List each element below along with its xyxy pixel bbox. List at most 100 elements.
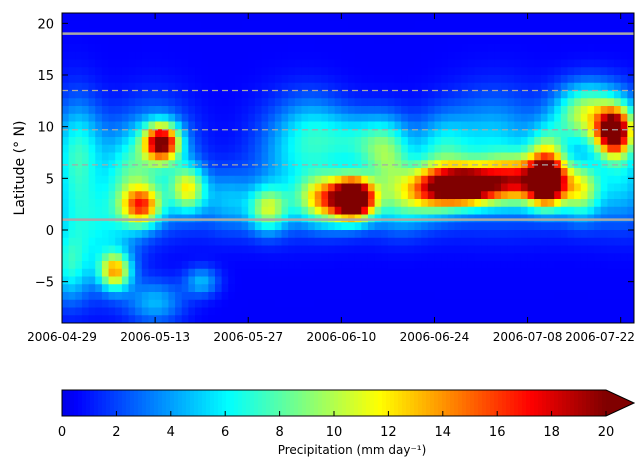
heatmap-cell	[361, 307, 369, 316]
heatmap-cell	[141, 152, 150, 161]
heatmap-cell	[208, 144, 216, 154]
heatmap-cell	[141, 113, 150, 123]
heatmap-cell	[288, 315, 296, 323]
heatmap-cell	[461, 268, 469, 278]
heatmap-cell	[328, 82, 336, 92]
heatmap-cell	[261, 299, 269, 309]
heatmap-cell	[481, 276, 489, 285]
heatmap-cell	[188, 315, 196, 323]
heatmap-cell	[394, 199, 402, 208]
heatmap-cell	[407, 206, 416, 216]
heatmap-cell	[461, 245, 469, 254]
heatmap-cell	[407, 75, 416, 84]
heatmap-cell	[188, 175, 196, 185]
heatmap-cell	[500, 268, 509, 278]
heatmap-cell	[288, 160, 296, 169]
heatmap-cell	[514, 75, 522, 84]
heatmap-cell	[620, 13, 628, 22]
heatmap-cell	[268, 168, 276, 177]
heatmap-cell	[201, 51, 209, 61]
heatmap-cell	[434, 121, 442, 130]
heatmap-cell	[514, 268, 522, 278]
heatmap-cell	[354, 90, 362, 99]
heatmap-cell	[354, 20, 362, 30]
heatmap-cell	[281, 206, 289, 216]
heatmap-cell	[474, 75, 482, 84]
heatmap-cell	[88, 315, 96, 323]
heatmap-cell	[175, 307, 183, 316]
heatmap-cell	[554, 206, 562, 216]
heatmap-cell	[221, 113, 229, 123]
heatmap-cell	[241, 230, 249, 239]
heatmap-cell	[221, 59, 229, 68]
heatmap-cell	[407, 276, 416, 285]
heatmap-cell	[527, 90, 535, 99]
heatmap-cell	[574, 253, 582, 262]
heatmap-cell	[261, 75, 269, 84]
colorbar-segment	[382, 390, 387, 416]
heatmap-cell	[208, 276, 216, 285]
heatmap-cell	[540, 191, 549, 200]
heatmap-cell	[361, 292, 369, 301]
heatmap-cell	[155, 315, 163, 323]
heatmap-cell	[607, 160, 615, 169]
heatmap-cell	[301, 44, 309, 53]
heatmap-cell	[534, 113, 542, 123]
heatmap-cell	[494, 113, 502, 123]
heatmap-cell	[500, 307, 509, 316]
heatmap-cell	[401, 315, 409, 323]
heatmap-cell	[241, 222, 249, 231]
heatmap-cell	[441, 237, 449, 247]
heatmap-cell	[334, 13, 342, 22]
colorbar-extend-arrow	[606, 390, 634, 416]
heatmap-cell	[467, 113, 475, 123]
heatmap-cell	[354, 315, 362, 323]
heatmap-cell	[115, 261, 123, 270]
heatmap-cell	[135, 121, 143, 130]
heatmap-cell	[181, 253, 189, 262]
heatmap-cell	[135, 261, 143, 270]
heatmap-cell	[161, 90, 170, 99]
heatmap-cell	[175, 230, 183, 239]
heatmap-cell	[481, 299, 489, 309]
heatmap-cell	[214, 268, 223, 278]
heatmap-cell	[254, 230, 263, 239]
heatmap-cell	[580, 284, 589, 293]
heatmap-cell	[88, 245, 96, 254]
heatmap-cell	[248, 261, 256, 270]
heatmap-cell	[148, 121, 156, 130]
heatmap-cell	[427, 191, 436, 200]
heatmap-cell	[427, 237, 436, 247]
heatmap-cell	[201, 168, 209, 177]
heatmap-cell	[367, 36, 376, 45]
heatmap-cell	[148, 90, 156, 99]
heatmap-cell	[248, 36, 256, 45]
heatmap-cell	[587, 284, 595, 293]
heatmap-cell	[81, 183, 90, 192]
heatmap-cell	[467, 237, 475, 247]
heatmap-cell	[321, 106, 329, 115]
heatmap-cell	[594, 90, 602, 99]
heatmap-cell	[314, 13, 322, 22]
heatmap-cell	[554, 137, 562, 146]
heatmap-cell	[560, 106, 569, 115]
heatmap-cell	[447, 307, 456, 316]
heatmap-cell	[421, 284, 429, 293]
heatmap-cell	[540, 292, 549, 301]
heatmap-cell	[241, 191, 249, 200]
heatmap-cell	[454, 245, 462, 254]
heatmap-cell	[288, 268, 296, 278]
heatmap-cell	[560, 222, 569, 231]
heatmap-cell	[574, 144, 582, 154]
heatmap-cell	[614, 144, 622, 154]
heatmap-cell	[481, 67, 489, 76]
colorbar-segment	[78, 390, 83, 416]
heatmap-cell	[494, 20, 502, 30]
heatmap-cell	[135, 13, 143, 22]
heatmap-cell	[328, 276, 336, 285]
heatmap-cell	[594, 137, 602, 146]
heatmap-cell	[507, 82, 515, 92]
heatmap-cell	[321, 268, 329, 278]
heatmap-cell	[421, 59, 429, 68]
heatmap-cell	[168, 307, 176, 316]
